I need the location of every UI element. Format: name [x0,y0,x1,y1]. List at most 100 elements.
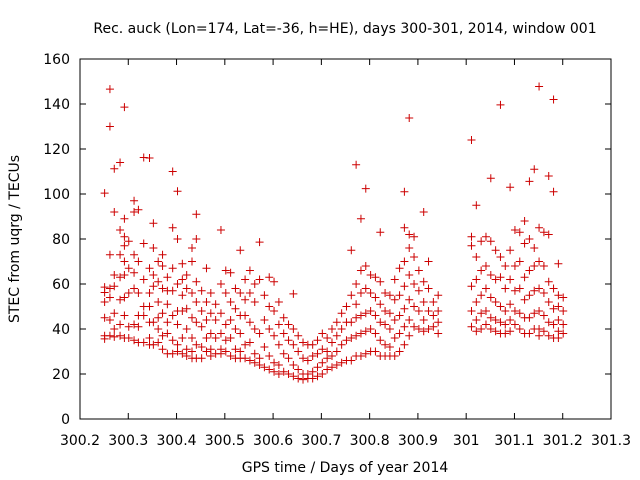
data-point [327,325,336,333]
data-point [472,201,481,210]
data-point [279,367,288,376]
data-point [390,295,399,304]
data-point [477,237,486,246]
data-point [192,277,201,286]
data-point [385,291,394,300]
data-point [221,347,230,356]
data-point [274,298,283,306]
data-point [530,309,539,318]
data-point [221,336,230,345]
data-point [124,334,133,342]
y-tick-label: 160 [43,52,70,68]
data-point [154,277,163,286]
data-point [182,325,191,333]
y-axis-label: STEC from uqrg / TECUs [7,155,23,323]
data-point [265,365,274,374]
data-point [539,262,548,270]
data-point [467,322,476,331]
data-point [515,284,524,293]
data-point [192,210,201,219]
data-point [241,275,250,284]
data-point [429,322,438,331]
data-point [549,304,558,313]
data-point [525,313,534,322]
data-point [216,329,225,338]
data-point [366,307,375,315]
data-point [559,293,568,302]
data-point [313,349,322,358]
data-point [385,325,394,333]
data-point [255,354,264,363]
data-point [145,302,154,311]
data-point [395,264,404,273]
data-point [149,318,158,327]
data-point [434,291,443,300]
data-point [535,223,544,232]
data-point [299,338,308,347]
data-point [221,289,230,297]
y-tick-label: 20 [52,367,70,383]
data-point [434,329,443,338]
data-point [231,345,240,354]
data-point [145,289,154,297]
data-point [472,327,481,336]
data-point [405,113,414,122]
data-point [221,320,230,329]
data-point [178,307,187,315]
data-point [197,286,206,295]
data-point [245,318,254,327]
data-point [332,361,341,369]
data-point [501,284,510,293]
data-point [197,307,206,315]
data-point [255,361,264,369]
data-point [226,316,235,324]
data-point [178,275,187,284]
data-point [327,352,336,360]
data-point [318,329,327,338]
y-tick-label: 60 [52,277,70,293]
data-point [496,253,505,261]
data-point [294,365,303,374]
data-point [270,307,279,315]
data-point [323,334,332,342]
data-point [120,103,129,112]
data-point [154,298,163,306]
data-point [400,304,409,313]
data-point [187,257,196,266]
data-point [535,257,544,266]
data-point [481,262,490,270]
data-point [231,304,240,313]
data-point [356,311,365,320]
data-point [168,349,177,358]
data-point [414,325,423,333]
data-point [149,244,158,252]
data-point [116,158,125,167]
data-point [410,280,419,288]
data-point [116,226,125,234]
data-point [525,235,534,243]
data-point [130,320,139,329]
data-point [467,232,476,241]
data-point [371,273,380,282]
data-point [124,322,133,331]
y-tick-label: 40 [52,322,70,338]
data-point [139,311,148,320]
data-point [501,329,510,338]
data-point [549,284,558,293]
data-point [308,352,317,360]
data-point [211,300,220,309]
data-point [202,334,211,342]
x-tick-label: 300.3 [108,433,148,449]
data-point [130,268,139,277]
data-point [318,370,327,378]
data-point [356,329,365,338]
data-point [472,275,481,284]
data-point [100,298,109,306]
data-point [414,286,423,295]
data-point [486,271,495,279]
data-point [405,316,414,324]
data-point [236,246,245,255]
data-point [173,187,182,196]
data-point [366,289,375,297]
data-point [120,214,129,223]
